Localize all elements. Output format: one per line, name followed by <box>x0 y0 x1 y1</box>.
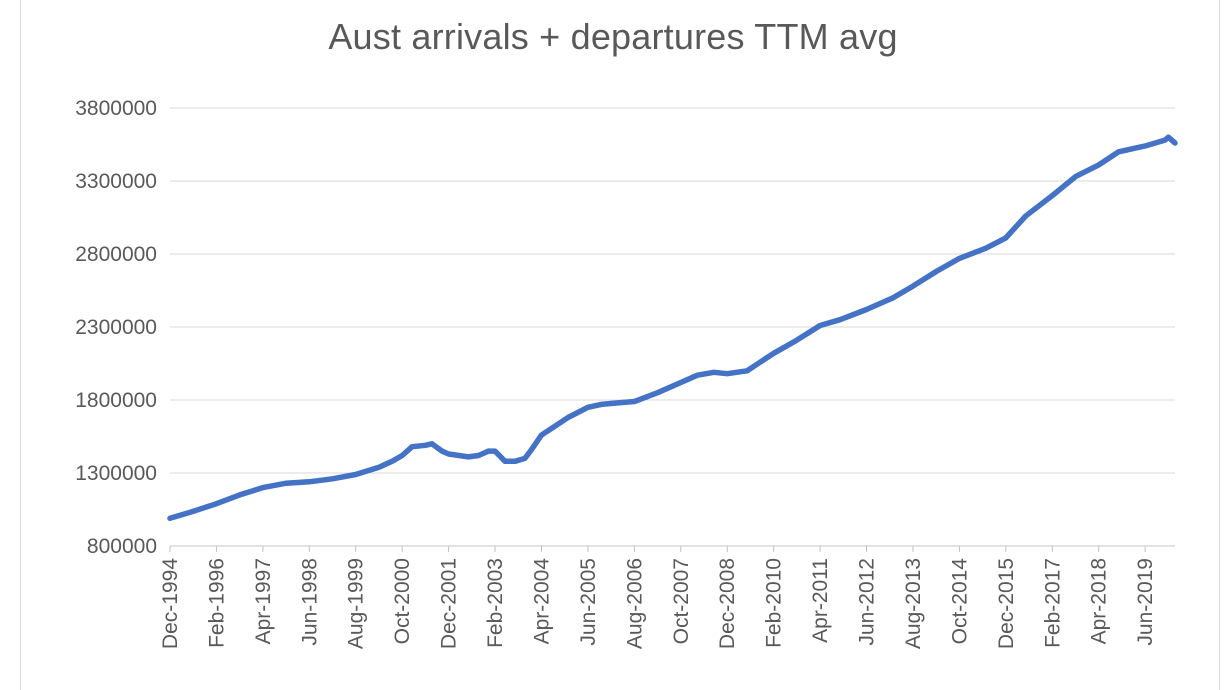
x-tick-label: Jun-1998 <box>298 558 321 646</box>
x-tick-label: Feb-1996 <box>205 558 228 648</box>
axes <box>169 545 1175 552</box>
y-tick-label: 800000 <box>87 535 157 558</box>
x-tick-label: Jun-2012 <box>856 558 879 646</box>
chart-title: Aust arrivals + departures TTM avg <box>328 16 898 57</box>
y-tick-label: 2300000 <box>75 316 157 339</box>
x-tick-label: Dec-2008 <box>716 558 739 649</box>
series-line <box>167 134 1178 522</box>
x-tick-label: Oct-2014 <box>948 558 971 645</box>
x-tick-label: Dec-1994 <box>159 558 182 649</box>
y-tick-label: 2800000 <box>75 243 157 266</box>
x-tick-label: Oct-2000 <box>391 558 414 644</box>
y-tick-label: 1800000 <box>75 389 157 412</box>
x-tick-label: Apr-2004 <box>530 558 553 645</box>
x-tick-label: Aug-2013 <box>902 558 925 649</box>
y-axis-tick-labels: 800000 1300000 1800000 2300000 2800000 330000… <box>75 97 157 558</box>
x-tick-label: Jun-2005 <box>577 558 600 646</box>
series-layer <box>167 134 1178 522</box>
x-tick-label: Apr-2011 <box>809 558 832 643</box>
gridlines <box>170 107 1175 474</box>
x-tick-label: Feb-2010 <box>763 558 786 648</box>
x-tick-label: Apr-1997 <box>252 558 275 644</box>
x-tick-label: Oct-2007 <box>670 558 693 644</box>
x-tick-label: Apr-2018 <box>1088 558 1111 644</box>
y-tick-label: 3800000 <box>75 97 157 120</box>
x-tick-label: Dec-2001 <box>438 558 461 649</box>
x-axis-tick-labels: Dec-1994 Feb-1996 Apr-1997 Jun-1998 Aug-1999… <box>159 558 1157 649</box>
x-tick-label: Dec-2015 <box>995 558 1018 649</box>
x-tick-label: Aug-2006 <box>623 558 646 649</box>
x-tick-label: Feb-2017 <box>1041 558 1064 648</box>
chart-frame <box>20 0 1220 690</box>
y-tick-label: 1300000 <box>75 462 157 485</box>
x-tick-label: Aug-1999 <box>345 558 368 649</box>
x-tick-label: Jun-2019 <box>1134 558 1157 646</box>
y-tick-label: 3300000 <box>75 170 157 193</box>
x-tick-label: Feb-2003 <box>484 558 507 648</box>
